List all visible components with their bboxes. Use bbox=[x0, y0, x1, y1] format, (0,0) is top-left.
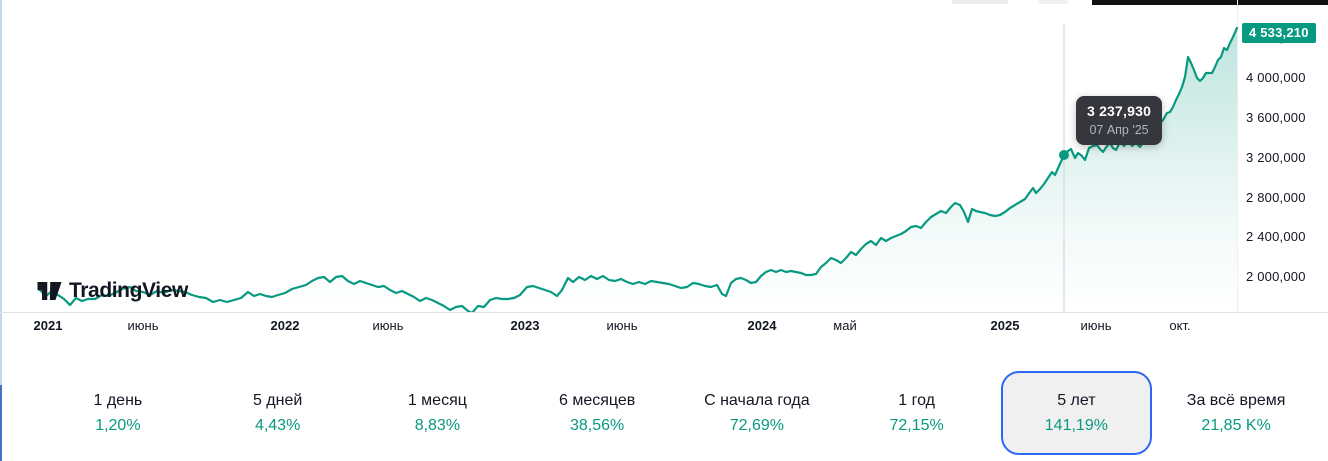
x-axis-tick: 2021 bbox=[33, 318, 63, 333]
chart-tooltip: 3 237,930 07 Апр '25 bbox=[1076, 96, 1163, 145]
period-label: 1 месяц bbox=[407, 391, 467, 409]
area-fill bbox=[40, 28, 1237, 312]
last-price-badge: 4 533,210 bbox=[1242, 23, 1316, 43]
x-axis-tick: июнь bbox=[606, 318, 638, 333]
period-button-all[interactable]: За всё время 21,85 K% bbox=[1160, 371, 1312, 455]
y-axis-tick: 3 600,000 bbox=[1246, 110, 1306, 125]
tooltip-date: 07 Апр '25 bbox=[1089, 123, 1149, 137]
price-scale-border bbox=[1237, 0, 1238, 312]
period-label: С начала года bbox=[704, 391, 810, 409]
browser-tab-artifact bbox=[952, 0, 1008, 4]
period-label: 1 год bbox=[898, 391, 935, 409]
period-label: 5 лет bbox=[1057, 391, 1096, 409]
period-button-ytd[interactable]: С начала года 72,69% bbox=[681, 371, 833, 455]
period-button-1m[interactable]: 1 месяц 8,83% bbox=[362, 371, 514, 455]
period-change: 8,83% bbox=[414, 416, 461, 434]
y-axis-tick: 2 400,000 bbox=[1246, 229, 1306, 244]
y-axis-tick: 3 200,000 bbox=[1246, 150, 1306, 165]
x-axis-tick: 2023 bbox=[510, 318, 540, 333]
x-axis-tick: июнь bbox=[372, 318, 404, 333]
tradingview-logo-text: TradingView bbox=[69, 279, 188, 302]
y-axis-tick: 2 800,000 bbox=[1246, 190, 1306, 205]
period-button-5y[interactable]: 5 лет 141,19% bbox=[1000, 371, 1153, 455]
period-change: 38,56% bbox=[569, 416, 625, 434]
x-axis-tick: 2024 bbox=[747, 318, 777, 333]
chart-canvas[interactable] bbox=[0, 0, 1238, 312]
period-change: 72,69% bbox=[729, 416, 784, 434]
period-change: 4,43% bbox=[254, 416, 301, 434]
window-edge-line bbox=[0, 0, 2, 385]
period-change: 141,19% bbox=[1044, 416, 1108, 434]
x-axis-line bbox=[0, 312, 1328, 313]
y-axis-tick: 4 000,000 bbox=[1246, 70, 1306, 85]
x-axis-tick: окт. bbox=[1169, 318, 1191, 333]
period-button-1d[interactable]: 1 день 1,20% bbox=[42, 371, 194, 455]
period-button-1y[interactable]: 1 год 72,15% bbox=[841, 371, 993, 455]
price-line bbox=[38, 26, 1238, 312]
tradingview-logo-icon bbox=[37, 282, 62, 300]
period-selector: 1 день 1,20% 5 дней 4,43% 1 месяц 8,83% 6 меся… bbox=[38, 371, 1316, 455]
x-axis-tick: июнь bbox=[1080, 318, 1112, 333]
period-label: За всё время bbox=[1186, 391, 1286, 409]
tooltip-price: 3 237,930 bbox=[1087, 103, 1152, 119]
crosshair-marker-dot bbox=[1059, 150, 1069, 160]
x-axis: 2021 июнь 2022 июнь 2023 июнь 2024 май 2025 июнь о… bbox=[0, 318, 1328, 340]
period-label: 1 день bbox=[93, 391, 143, 409]
x-axis-tick: июнь bbox=[127, 318, 159, 333]
period-label: 6 месяцев bbox=[558, 391, 636, 409]
period-label: 5 дней bbox=[252, 391, 303, 409]
browser-frame-artifact bbox=[1092, 0, 1328, 5]
period-button-6m[interactable]: 6 месяцев 38,56% bbox=[521, 371, 673, 455]
x-axis-tick: 2022 bbox=[270, 318, 300, 333]
window-edge-line bbox=[0, 385, 2, 461]
period-change: 72,15% bbox=[889, 416, 944, 434]
period-change: 1,20% bbox=[95, 416, 141, 434]
browser-tab-artifact bbox=[1038, 0, 1068, 4]
x-axis-tick: 2025 bbox=[990, 318, 1020, 333]
x-axis-tick: май bbox=[833, 318, 857, 333]
period-button-5d[interactable]: 5 дней 4,43% bbox=[202, 371, 354, 455]
period-change: 21,85 K% bbox=[1201, 416, 1271, 434]
y-axis-tick: 2 000,000 bbox=[1246, 269, 1306, 284]
tradingview-logo[interactable]: TradingView bbox=[36, 279, 188, 303]
